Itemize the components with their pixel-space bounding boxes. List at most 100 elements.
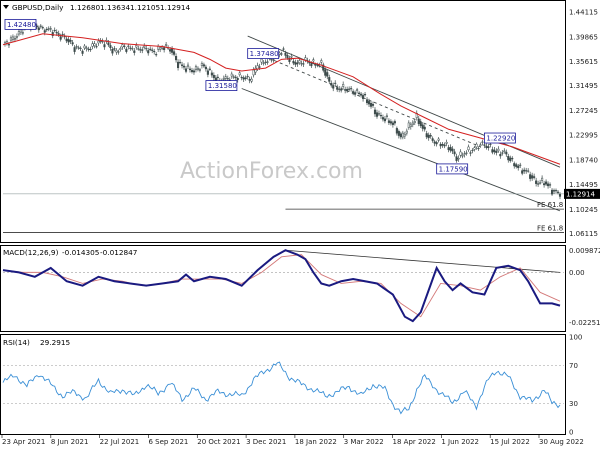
fib-label-2: FE 61.8	[537, 224, 563, 232]
rsi-y-tick: 70	[569, 362, 578, 370]
candle-body	[499, 154, 502, 157]
candle-body	[242, 77, 245, 80]
rsi-y-tick: 100	[569, 334, 582, 342]
price-low: 1.12105	[130, 3, 160, 12]
candle-body	[330, 82, 333, 86]
candle-body	[417, 118, 420, 124]
candle-body	[425, 133, 428, 138]
candle-body	[543, 183, 546, 186]
candle-body	[356, 89, 359, 91]
candle-body	[300, 63, 303, 65]
x-axis: 23 Apr 2021 8 Jun 2021 22 Jul 2021 6 Sep…	[1, 435, 584, 446]
candle-body	[292, 60, 295, 64]
candle-body	[419, 121, 422, 126]
candle-body	[427, 134, 430, 139]
candle-body	[527, 170, 530, 172]
candle-body	[489, 143, 492, 145]
candle-body	[529, 174, 532, 179]
price-high: 1.13634	[100, 3, 131, 12]
candle-body	[515, 164, 518, 167]
candle-body	[449, 146, 452, 151]
candle-body	[169, 49, 172, 52]
candle-body	[367, 101, 371, 105]
candle-body	[109, 45, 112, 49]
candle-body	[352, 91, 355, 94]
candle-body	[210, 72, 213, 76]
x-tick: 20 Oct 2021	[197, 438, 240, 446]
candle-body	[399, 133, 402, 138]
lower-channel-line	[241, 88, 561, 212]
candle-body	[445, 141, 448, 144]
fib-label-1: FE 61.8	[537, 201, 563, 209]
candle-body	[475, 143, 478, 148]
svg-text:1.42480: 1.42480	[7, 21, 36, 29]
macd-title: MACD(12,26,9)	[3, 248, 59, 257]
candle-body	[97, 40, 100, 44]
candle-body	[260, 58, 263, 63]
x-tick: 3 Mar 2022	[344, 438, 384, 446]
candle-body	[190, 70, 194, 73]
candle-body	[371, 104, 375, 106]
candle-body	[17, 31, 20, 35]
candle-body	[202, 64, 205, 67]
candle-body	[196, 67, 199, 70]
candle-body	[135, 45, 138, 48]
candle-body	[463, 153, 466, 155]
candle-body	[336, 87, 339, 90]
candle-body	[234, 76, 237, 78]
candle-body	[322, 64, 325, 71]
candle-body	[5, 41, 9, 44]
candle-body	[373, 109, 377, 115]
candle-body	[186, 64, 190, 67]
candle-body	[459, 151, 462, 156]
candle-body	[208, 68, 211, 70]
candle-body	[453, 151, 456, 155]
candle-body	[531, 175, 534, 179]
candle-body	[451, 148, 454, 152]
candle-body	[224, 76, 227, 79]
rsi-y-tick: 30	[569, 400, 578, 408]
candle-body	[153, 50, 156, 53]
candle-body	[473, 147, 476, 150]
x-tick: 3 Dec 2021	[246, 438, 286, 446]
candle-body	[320, 60, 323, 63]
candle-body	[533, 176, 536, 178]
candle-body	[519, 164, 522, 166]
candle-body	[75, 46, 78, 48]
candle-body	[385, 115, 388, 117]
candle-body	[13, 38, 16, 40]
candle-body	[447, 147, 450, 150]
candle-body	[282, 48, 285, 50]
candle-body	[495, 150, 498, 154]
candle-body	[173, 51, 176, 55]
candle-body	[141, 49, 144, 51]
candle-body	[248, 79, 251, 81]
candle-body	[159, 47, 162, 50]
candle-body	[405, 130, 408, 134]
price-label-1: 1.42480	[4, 18, 37, 30]
x-tick: 6 Sep 2021	[148, 438, 188, 446]
macd-y-tick: -0.022516	[569, 319, 600, 327]
candle-body	[11, 36, 14, 40]
candle-body	[362, 95, 365, 99]
svg-text:1.17590: 1.17590	[439, 165, 468, 173]
price-y-tick: 1.10245	[569, 206, 598, 214]
candle-body	[348, 88, 351, 90]
candle-body	[513, 163, 516, 167]
candle-body	[403, 133, 406, 137]
x-tick: 8 Jun 2021	[51, 438, 89, 446]
candle-body	[312, 59, 315, 62]
price-y-axis: 1.44115 1.39865 1.35615 1.31495 1.27245 …	[569, 9, 598, 238]
price-title: GBPUSD,Daily	[12, 3, 64, 12]
candle-body	[523, 169, 526, 172]
candle-body	[65, 38, 68, 42]
candle-body	[200, 63, 203, 66]
symbol-dropdown-icon[interactable]	[3, 5, 9, 9]
candle-body	[328, 77, 331, 82]
candle-body	[55, 31, 58, 34]
candle-body	[51, 32, 54, 36]
candle-body	[47, 28, 50, 30]
candle-body	[133, 50, 136, 53]
candle-body	[163, 47, 166, 51]
candle-body	[455, 156, 458, 161]
